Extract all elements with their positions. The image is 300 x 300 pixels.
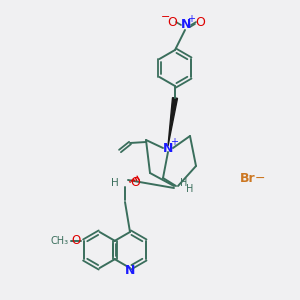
Text: O: O — [167, 16, 177, 28]
Text: O: O — [71, 235, 81, 248]
Text: N: N — [181, 19, 191, 32]
Text: H: H — [111, 178, 119, 188]
Text: −: − — [161, 12, 171, 22]
Text: Br: Br — [240, 172, 256, 184]
Text: +: + — [187, 14, 195, 24]
Text: CH₃: CH₃ — [51, 236, 69, 246]
Text: +: + — [170, 137, 178, 147]
Text: H: H — [186, 184, 194, 194]
Polygon shape — [168, 98, 178, 146]
Text: −: − — [255, 172, 265, 184]
Text: H: H — [180, 178, 188, 188]
Text: O: O — [195, 16, 205, 28]
Text: N: N — [163, 142, 173, 154]
Text: N: N — [125, 263, 135, 277]
Text: O: O — [130, 176, 140, 188]
